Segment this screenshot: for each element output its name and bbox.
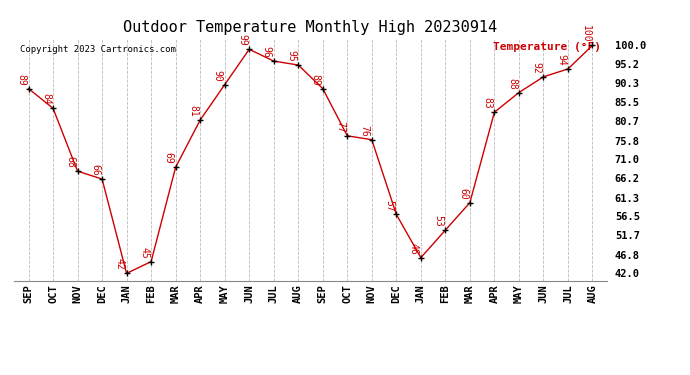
Text: 45: 45 [139, 247, 149, 258]
Text: 83: 83 [482, 97, 493, 109]
Text: 89: 89 [17, 74, 26, 86]
Text: 81: 81 [188, 105, 198, 117]
Text: 68: 68 [66, 156, 76, 168]
Text: 57: 57 [384, 200, 395, 211]
Text: Copyright 2023 Cartronics.com: Copyright 2023 Cartronics.com [20, 45, 176, 54]
Text: 77: 77 [335, 121, 345, 133]
Text: 88: 88 [507, 78, 517, 89]
Text: 42: 42 [115, 258, 125, 270]
Text: 99: 99 [237, 34, 247, 46]
Text: Temperature (°F): Temperature (°F) [493, 42, 601, 52]
Text: 96: 96 [262, 46, 272, 58]
Text: 69: 69 [164, 152, 174, 164]
Text: 60: 60 [458, 188, 468, 200]
Text: 95: 95 [286, 50, 296, 62]
Text: 76: 76 [360, 125, 370, 136]
Title: Outdoor Temperature Monthly High 20230914: Outdoor Temperature Monthly High 2023091… [124, 20, 497, 35]
Text: 90: 90 [213, 70, 223, 81]
Text: 46: 46 [409, 243, 419, 255]
Text: 84: 84 [41, 93, 51, 105]
Text: 94: 94 [556, 54, 566, 66]
Text: 89: 89 [310, 74, 321, 86]
Text: 100: 100 [580, 25, 591, 42]
Text: 66: 66 [90, 164, 100, 176]
Text: 92: 92 [531, 62, 542, 74]
Text: 53: 53 [433, 215, 444, 227]
